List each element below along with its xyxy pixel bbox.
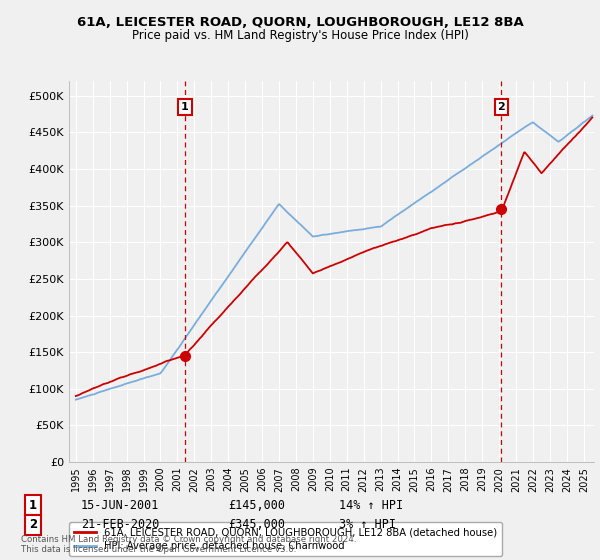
Text: 14% ↑ HPI: 14% ↑ HPI	[339, 498, 403, 512]
Text: Price paid vs. HM Land Registry's House Price Index (HPI): Price paid vs. HM Land Registry's House …	[131, 29, 469, 42]
Text: £345,000: £345,000	[228, 518, 285, 531]
Text: 2: 2	[29, 518, 37, 531]
Legend: 61A, LEICESTER ROAD, QUORN, LOUGHBOROUGH, LE12 8BA (detached house), HPI: Averag: 61A, LEICESTER ROAD, QUORN, LOUGHBOROUGH…	[69, 522, 502, 556]
Text: £145,000: £145,000	[228, 498, 285, 512]
Text: 61A, LEICESTER ROAD, QUORN, LOUGHBOROUGH, LE12 8BA: 61A, LEICESTER ROAD, QUORN, LOUGHBOROUGH…	[77, 16, 523, 29]
Text: 1: 1	[181, 102, 189, 112]
Text: 15-JUN-2001: 15-JUN-2001	[81, 498, 160, 512]
Text: 2: 2	[497, 102, 505, 112]
Text: Contains HM Land Registry data © Crown copyright and database right 2024.
This d: Contains HM Land Registry data © Crown c…	[21, 535, 356, 554]
Text: 3% ↑ HPI: 3% ↑ HPI	[339, 518, 396, 531]
Text: 1: 1	[29, 498, 37, 512]
Text: 21-FEB-2020: 21-FEB-2020	[81, 518, 160, 531]
